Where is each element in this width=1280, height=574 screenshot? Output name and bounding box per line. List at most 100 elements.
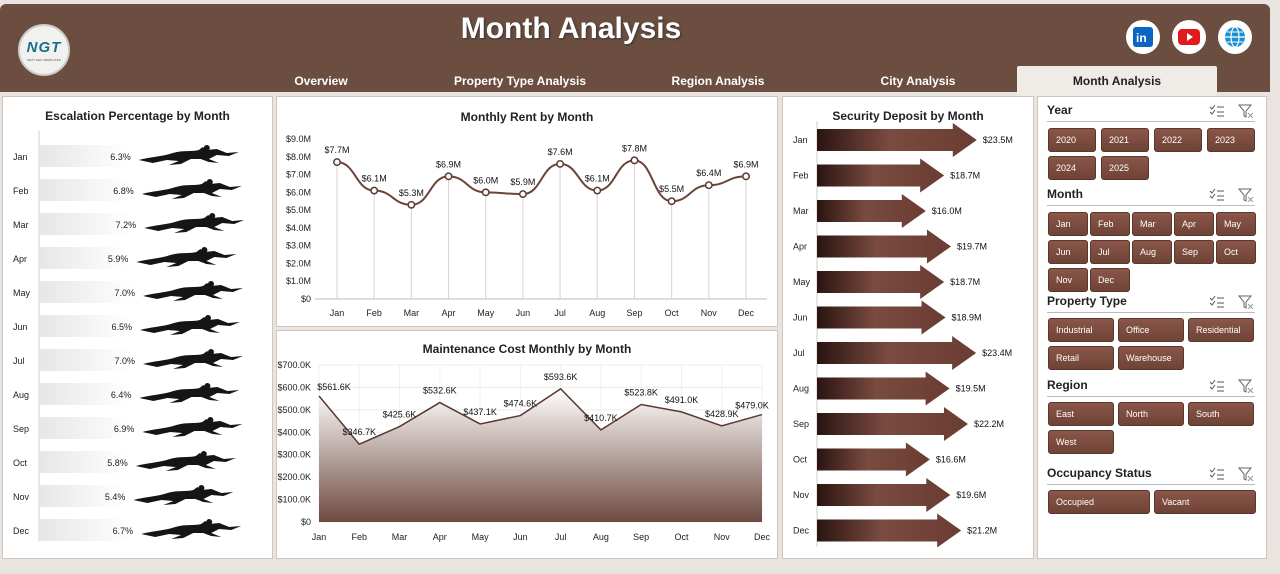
maint-xtick-label: Nov (714, 532, 731, 542)
escalation-bar (39, 417, 133, 439)
slicer-button-month-oct[interactable]: Oct (1216, 240, 1256, 264)
company-logo[interactable]: NGT NEXT GEN TEMPLATES (18, 24, 70, 76)
rent-point[interactable] (333, 158, 341, 167)
deposit-value-label: $23.4M (982, 348, 1012, 358)
slicer-button-occupancy-occupied[interactable]: Occupied (1048, 490, 1150, 514)
deposit-value-label: $21.2M (967, 526, 997, 536)
deposit-value-label: $19.7M (957, 242, 987, 252)
runner-icon (140, 315, 240, 335)
rent-point[interactable] (667, 197, 676, 206)
rent-point[interactable] (370, 186, 379, 195)
maint-xtick-label: Apr (433, 532, 447, 542)
maint-data-label: $491.0K (665, 395, 699, 405)
slicer-button-month-sep[interactable]: Sep (1174, 240, 1214, 264)
slicer-button-property-type-retail[interactable]: Retail (1048, 346, 1114, 370)
deposit-month-label: Dec (793, 526, 810, 536)
slicer-button-year-2022[interactable]: 2022 (1154, 128, 1202, 152)
clear-filter-icon[interactable] (1238, 104, 1254, 118)
slicer-button-region-north[interactable]: North (1118, 402, 1184, 426)
deposit-arrow-bar (817, 442, 930, 477)
tab-city-analysis[interactable]: City Analysis (880, 74, 956, 88)
rent-point[interactable] (444, 172, 453, 181)
escalation-value-label: 6.8% (113, 186, 134, 196)
escalation-month-label: Sep (13, 424, 29, 434)
rent-data-label: $7.8M (622, 143, 647, 153)
rent-point[interactable] (556, 159, 565, 168)
slicer-button-occupancy-vacant[interactable]: Vacant (1154, 490, 1256, 514)
escalation-month-label: Jan (13, 152, 28, 162)
multi-select-icon[interactable] (1209, 295, 1225, 309)
rent-point[interactable] (407, 200, 416, 209)
slicer-button-month-feb[interactable]: Feb (1090, 212, 1130, 236)
deposit-value-label: $16.0M (932, 206, 962, 216)
slicer-button-month-nov[interactable]: Nov (1048, 268, 1088, 292)
rent-point[interactable] (518, 190, 527, 199)
slicer-button-year-2020[interactable]: 2020 (1048, 128, 1096, 152)
slicer-button-property-type-industrial[interactable]: Industrial (1048, 318, 1114, 342)
multi-select-icon[interactable] (1209, 188, 1225, 202)
slicer-button-property-type-office[interactable]: Office (1118, 318, 1184, 342)
maint-xtick-label: Jun (513, 532, 528, 542)
slicer-button-region-west[interactable]: West (1048, 430, 1114, 454)
logo-subtext: NEXT GEN TEMPLATES (27, 57, 61, 62)
escalation-month-label: Nov (13, 492, 30, 502)
rent-point[interactable] (630, 156, 639, 165)
slicer-button-month-jan[interactable]: Jan (1048, 212, 1088, 236)
youtube-icon (1178, 29, 1200, 45)
multi-select-icon[interactable] (1209, 379, 1225, 393)
svg-text:in: in (1136, 31, 1147, 45)
rent-data-label: $6.4M (696, 168, 721, 178)
slicer-button-year-2025[interactable]: 2025 (1101, 156, 1149, 180)
escalation-month-label: Mar (13, 220, 29, 230)
maint-data-label: $410.7K (584, 413, 618, 423)
slicer-title-month: Month (1047, 187, 1083, 201)
rent-data-label: $7.7M (324, 145, 349, 155)
escalation-chart-title: Escalation Percentage by Month (45, 109, 230, 123)
multi-select-icon[interactable] (1209, 467, 1225, 481)
clear-filter-icon[interactable] (1238, 188, 1254, 202)
slicer-button-month-may[interactable]: May (1216, 212, 1256, 236)
slicer-button-property-type-warehouse[interactable]: Warehouse (1118, 346, 1184, 370)
deposit-value-label: $18.9M (952, 313, 982, 323)
maint-xtick-label: May (472, 532, 490, 542)
clear-filter-icon[interactable] (1238, 379, 1254, 393)
multi-select-icon[interactable] (1209, 104, 1225, 118)
escalation-bar (39, 315, 130, 337)
rent-point[interactable] (481, 188, 490, 197)
slicer-button-month-apr[interactable]: Apr (1174, 212, 1214, 236)
website-button[interactable] (1218, 20, 1252, 54)
deposit-arrow-bar (817, 336, 977, 370)
tab-property-type-analysis[interactable]: Property Type Analysis (453, 74, 587, 88)
rent-data-label: $6.0M (473, 175, 498, 185)
tab-month-analysis[interactable]: Month Analysis (1017, 66, 1217, 96)
escalation-bar (39, 213, 135, 235)
tab-region-analysis[interactable]: Region Analysis (671, 74, 765, 88)
slicer-button-year-2021[interactable]: 2021 (1101, 128, 1149, 152)
deposit-arrow-bar (817, 371, 950, 406)
slicer-button-year-2024[interactable]: 2024 (1048, 156, 1096, 180)
maint-ytick-label: $400.0K (277, 427, 311, 437)
slicer-button-month-mar[interactable]: Mar (1132, 212, 1172, 236)
clear-filter-icon[interactable] (1238, 295, 1254, 309)
youtube-button[interactable] (1172, 20, 1206, 54)
slicer-button-property-type-residential[interactable]: Residential (1188, 318, 1254, 342)
rent-data-label: $5.5M (659, 184, 684, 194)
rent-point[interactable] (704, 181, 713, 190)
slicer-button-month-jul[interactable]: Jul (1090, 240, 1130, 264)
slicer-button-year-2023[interactable]: 2023 (1207, 128, 1255, 152)
slicer-button-month-dec[interactable]: Dec (1090, 268, 1130, 292)
slicer-button-month-jun[interactable]: Jun (1048, 240, 1088, 264)
runner-icon (143, 349, 243, 369)
slicer-button-region-east[interactable]: East (1048, 402, 1114, 426)
escalation-month-label: Aug (13, 390, 29, 400)
rent-point[interactable] (742, 172, 750, 181)
rent-point[interactable] (593, 186, 602, 195)
rent-data-label: $7.6M (548, 147, 573, 157)
tab-overview[interactable]: Overview (294, 74, 348, 88)
maint-xtick-label: Aug (593, 532, 609, 542)
slicer-button-month-aug[interactable]: Aug (1132, 240, 1172, 264)
linkedin-button[interactable]: in (1126, 20, 1160, 54)
clear-filter-icon[interactable] (1238, 467, 1254, 481)
escalation-value-label: 6.3% (110, 152, 131, 162)
slicer-button-region-south[interactable]: South (1188, 402, 1254, 426)
